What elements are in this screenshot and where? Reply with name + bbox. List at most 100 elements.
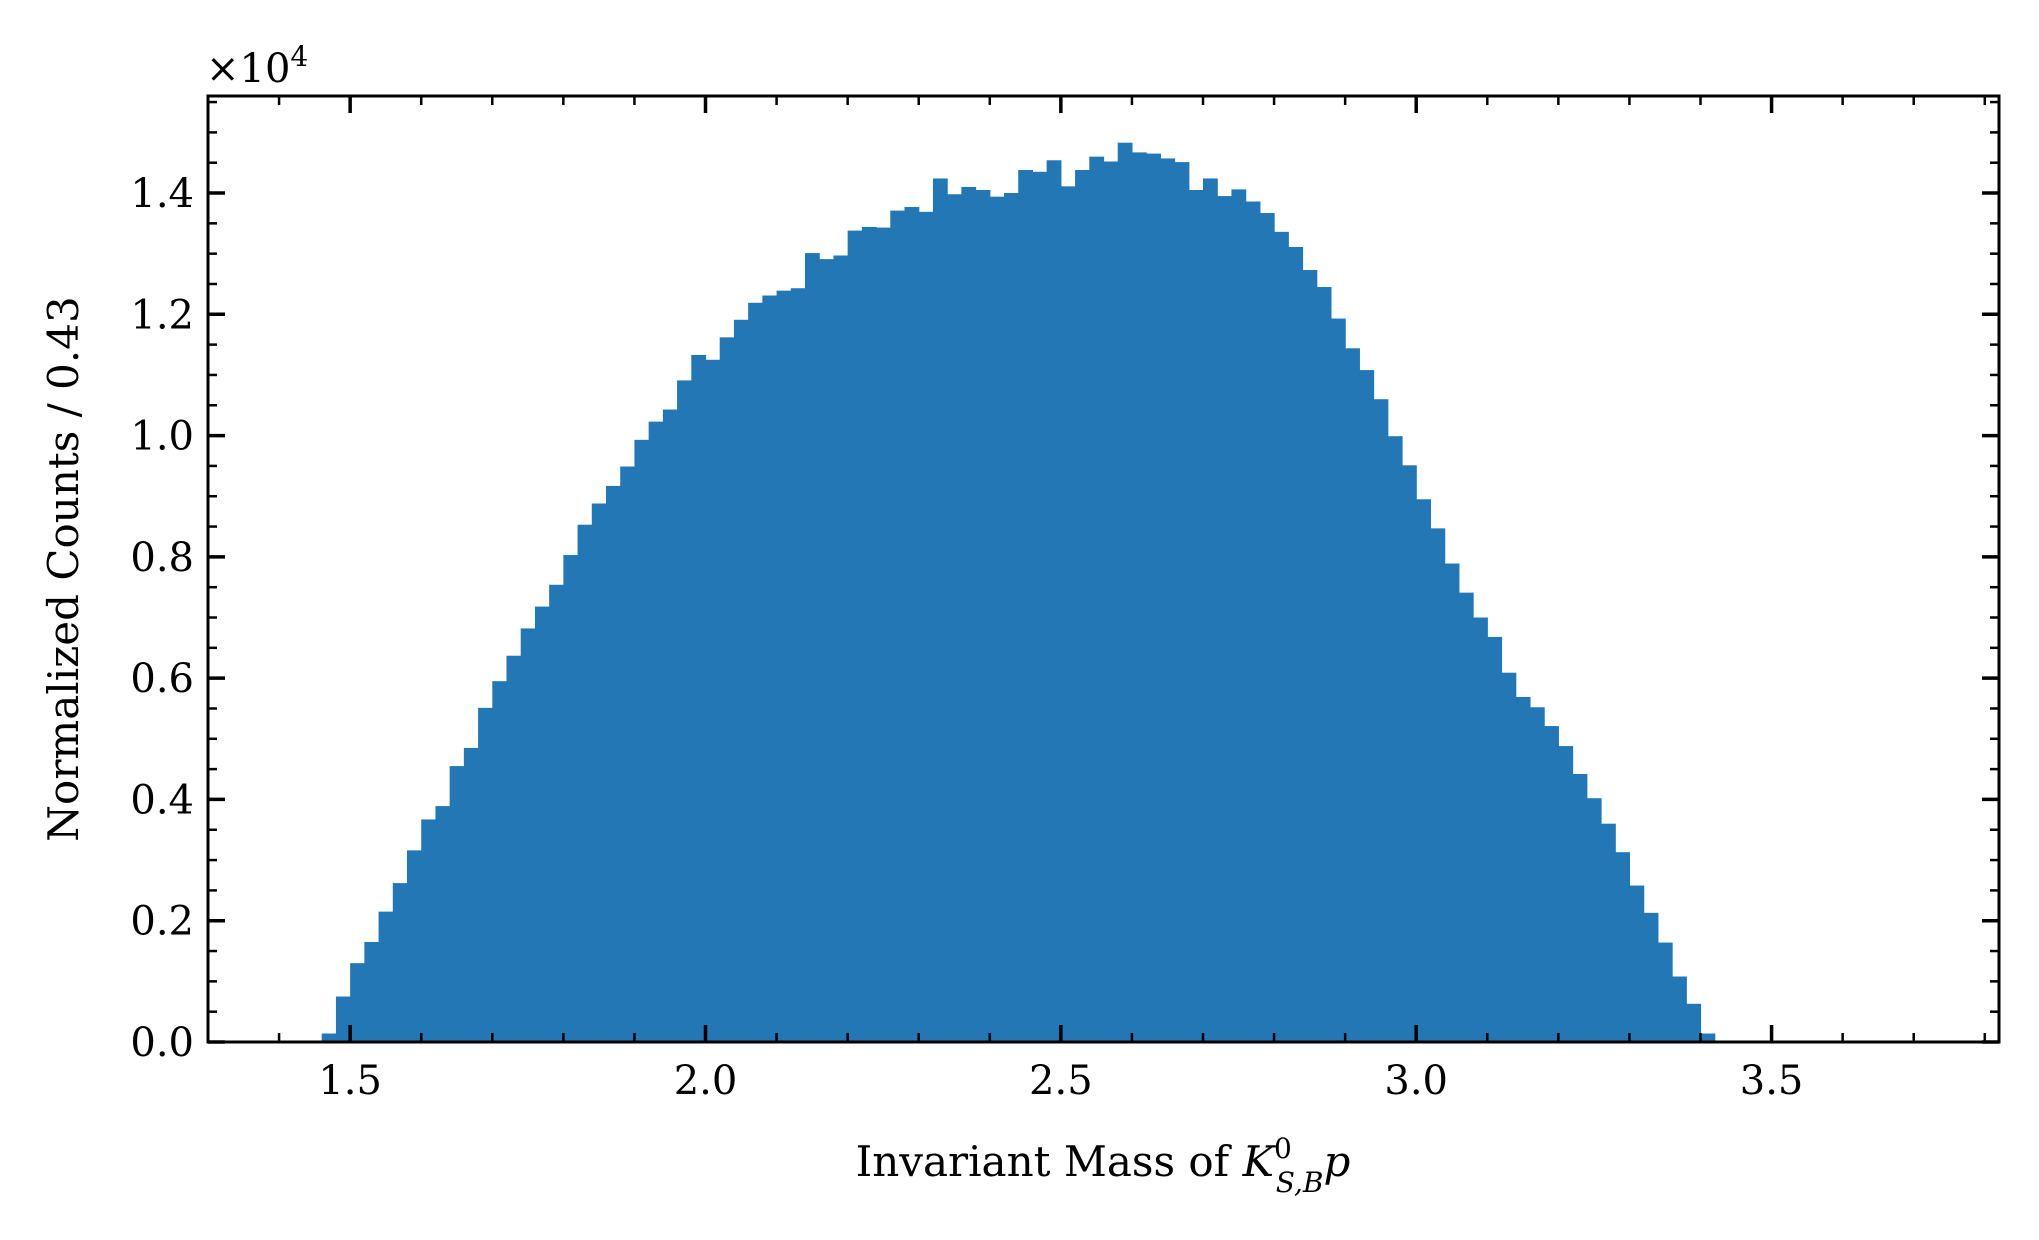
y-tick-label: 1.2 xyxy=(130,292,194,338)
histogram-bar xyxy=(1032,171,1048,1043)
histogram-bar xyxy=(677,380,692,1042)
y-multiplier-exponent: 4 xyxy=(290,40,308,73)
histogram-bar xyxy=(748,302,763,1042)
histogram-bar xyxy=(1558,746,1574,1042)
y-tick-label: 1.4 xyxy=(130,171,194,217)
histogram-bar xyxy=(1089,156,1105,1042)
x-axis-title-prefix: Invariant Mass of xyxy=(856,1137,1243,1186)
y-axis-title: Normalized Counts / 0.43 xyxy=(39,296,88,841)
histogram-bar xyxy=(904,206,920,1043)
histogram-bar xyxy=(378,911,394,1042)
histogram-bar xyxy=(1487,636,1503,1042)
histogram-bar xyxy=(1473,617,1488,1042)
histogram-bar xyxy=(833,255,849,1043)
histogram-bar xyxy=(1515,696,1531,1042)
histogram-bar xyxy=(776,290,792,1042)
histogram-bar xyxy=(1572,773,1588,1042)
y-tick-label: 0.8 xyxy=(130,535,194,581)
histogram-bar xyxy=(335,996,351,1042)
histogram-bar xyxy=(478,707,493,1042)
histogram-bar xyxy=(1046,160,1062,1042)
histogram-bar xyxy=(691,354,707,1042)
y-tick-label: 1.0 xyxy=(130,414,194,460)
x-tick-label: 3.0 xyxy=(1384,1058,1448,1104)
histogram-bar xyxy=(492,681,508,1042)
histogram-bar xyxy=(577,524,593,1042)
histogram-bar xyxy=(1330,318,1346,1042)
x-axis-title: Invariant Mass of K0 S,Bp xyxy=(856,1132,1351,1199)
histogram-bar xyxy=(1288,247,1304,1042)
histogram-bar xyxy=(392,883,408,1042)
histogram-bar xyxy=(1203,178,1218,1043)
histogram-bar xyxy=(705,359,721,1042)
histogram-bar xyxy=(1629,885,1645,1042)
histogram-bars xyxy=(321,142,1716,1043)
histogram-bar xyxy=(421,819,437,1042)
histogram-bar xyxy=(1274,231,1289,1043)
histogram-bar xyxy=(1259,213,1275,1043)
histogram-bar xyxy=(407,850,422,1042)
y-tick-label: 0.0 xyxy=(130,1020,194,1066)
histogram-bar xyxy=(890,210,906,1043)
histogram-bar xyxy=(1146,153,1161,1043)
histogram-bar xyxy=(932,178,948,1043)
y-tick-labels: 0.0 0.2 0.4 0.6 0.8 1.0 1.2 1.4 xyxy=(130,171,194,1066)
histogram-bar xyxy=(819,259,835,1042)
histogram-bar xyxy=(947,194,962,1043)
histogram-bar xyxy=(648,421,664,1042)
histogram-bar xyxy=(662,409,678,1042)
histogram-bar xyxy=(1004,193,1019,1042)
x-axis-title-sub: S,B xyxy=(1276,1166,1324,1199)
histogram-bar xyxy=(606,485,621,1042)
histogram-bar xyxy=(1160,158,1176,1042)
histogram-bar xyxy=(1359,370,1375,1043)
x-axis-title-sup: 0 xyxy=(1274,1132,1292,1165)
histogram-bar xyxy=(989,196,1005,1042)
histogram-bar xyxy=(1601,823,1616,1042)
x-tick-label: 2.5 xyxy=(1029,1058,1093,1104)
plot-frame xyxy=(206,94,2001,1044)
histogram-bar xyxy=(549,584,564,1042)
histogram-bar xyxy=(1302,270,1318,1042)
histogram-bar xyxy=(1075,169,1090,1043)
histogram-bar xyxy=(634,439,650,1043)
histogram-bar xyxy=(591,503,607,1042)
histogram-bar xyxy=(1544,726,1559,1042)
histogram-bar xyxy=(563,555,579,1042)
histogram-bar xyxy=(321,1033,337,1042)
histogram-bar xyxy=(1686,1003,1702,1042)
histogram-bar xyxy=(364,941,380,1042)
histogram-bar xyxy=(1657,942,1673,1042)
histogram-bar xyxy=(1060,186,1076,1043)
histogram-bar xyxy=(520,628,536,1042)
histogram-bar xyxy=(861,226,877,1043)
histogram-bar xyxy=(876,227,891,1043)
y-multiplier-base: ×10 xyxy=(206,46,290,92)
histogram-bar xyxy=(1387,436,1403,1042)
histogram-bar xyxy=(1345,348,1360,1042)
histogram-bar xyxy=(1458,592,1474,1042)
histogram-bar xyxy=(463,747,479,1042)
x-tick-label: 3.5 xyxy=(1740,1058,1804,1104)
histogram-bar xyxy=(1643,912,1659,1042)
y-multiplier: ×104 xyxy=(206,40,308,92)
histogram-bar xyxy=(449,766,465,1042)
x-axis-title-k: K xyxy=(1242,1137,1277,1186)
histogram-bar xyxy=(975,189,991,1043)
histogram-bar xyxy=(733,319,749,1042)
x-tick-labels: 1.5 2.0 2.5 3.0 3.5 xyxy=(318,1058,1803,1104)
y-tick-label: 0.6 xyxy=(130,656,194,702)
histogram-bar xyxy=(1018,169,1034,1043)
histogram-bar xyxy=(1316,287,1332,1042)
histogram-bar xyxy=(805,253,820,1042)
histogram-bar xyxy=(1586,798,1602,1042)
histogram-bar xyxy=(1444,563,1460,1042)
histogram-bar xyxy=(620,466,636,1042)
histogram-bar xyxy=(1245,201,1261,1042)
histogram-bar xyxy=(350,963,365,1042)
histogram-bar xyxy=(1672,976,1687,1042)
histogram-bar xyxy=(506,655,522,1042)
histogram-bar xyxy=(1217,196,1233,1042)
histogram-bar xyxy=(1700,1033,1716,1042)
